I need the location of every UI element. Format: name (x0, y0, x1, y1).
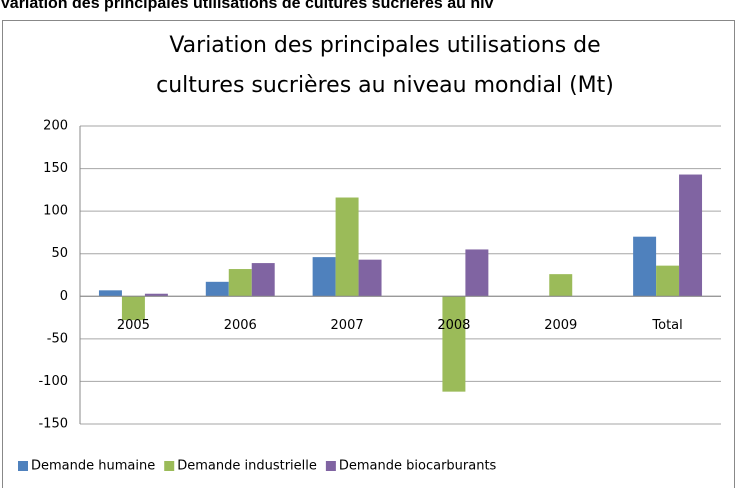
y-tick-label: 0 (60, 289, 68, 304)
y-tick-label: -100 (38, 374, 68, 389)
bar (312, 257, 336, 297)
y-tick-label: -150 (38, 417, 68, 432)
y-tick-label: 100 (43, 204, 68, 219)
bar (465, 249, 489, 297)
chart-title: Variation des principales utilisations d… (169, 33, 600, 58)
bar (121, 296, 145, 321)
bar (228, 269, 252, 297)
chart-frame (2, 20, 735, 488)
x-tick-label: 2009 (544, 318, 577, 333)
bar (98, 290, 122, 297)
x-tick-label: 2006 (224, 318, 257, 333)
x-tick-label: 2007 (331, 318, 364, 333)
bar (251, 263, 275, 297)
y-tick-label: 200 (43, 119, 68, 134)
y-tick-label: -50 (47, 331, 68, 346)
bar (633, 236, 657, 297)
bar (442, 296, 466, 392)
legend-label: Demande humaine (31, 459, 155, 474)
x-tick-label: 2008 (437, 318, 470, 333)
bar (335, 197, 359, 297)
legend-label: Demande biocarburants (339, 459, 497, 474)
bar (358, 259, 382, 297)
chart-title: cultures sucrières au niveau mondial (Mt… (156, 73, 614, 98)
legend-swatch (18, 461, 28, 471)
bar (144, 293, 168, 297)
bar (549, 274, 573, 297)
legend-label: Demande industrielle (177, 459, 317, 474)
x-tick-label: 2005 (117, 318, 150, 333)
page-header: Variation des principales utilisations d… (0, 0, 494, 12)
bar (679, 174, 703, 297)
x-tick-label: Total (651, 318, 682, 333)
y-tick-label: 50 (51, 246, 68, 261)
bar (205, 281, 229, 297)
legend-swatch (325, 461, 336, 471)
y-tick-label: 150 (43, 161, 68, 176)
legend-swatch (164, 461, 175, 471)
bar (656, 265, 680, 297)
